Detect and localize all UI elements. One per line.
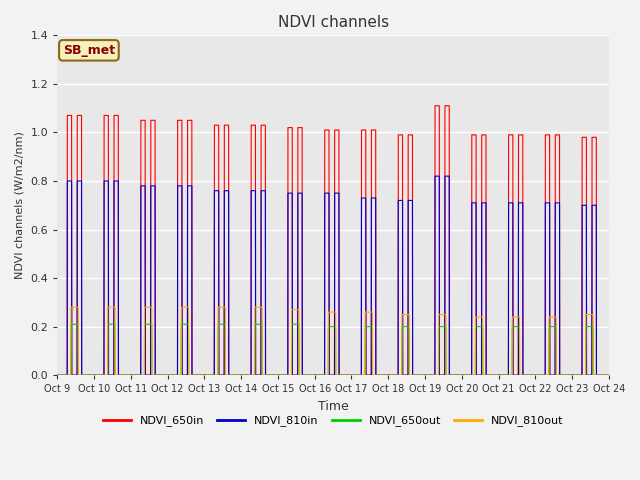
NDVI_810in — [431, 173, 439, 179]
Legend: NDVI_650in, NDVI_810in, NDVI_650out, NDVI_810out: NDVI_650in, NDVI_810in, NDVI_650out, NDV… — [99, 411, 568, 431]
NDVI_810out — [488, 372, 495, 378]
Text: SB_met: SB_met — [63, 44, 115, 57]
NDVI_650in — [166, 372, 173, 378]
NDVI_650out — [410, 372, 417, 378]
X-axis label: Time: Time — [317, 400, 348, 413]
NDVI_810in — [172, 372, 179, 378]
NDVI_650in — [603, 372, 611, 378]
NDVI_810in — [605, 372, 612, 378]
NDVI_650out — [605, 372, 612, 378]
NDVI_810in — [260, 188, 268, 193]
Line: NDVI_650out: NDVI_650out — [58, 324, 609, 375]
NDVI_650out — [603, 372, 611, 378]
NDVI_810out — [166, 372, 173, 378]
NDVI_650in — [172, 372, 179, 378]
Line: NDVI_650in: NDVI_650in — [58, 106, 609, 375]
NDVI_810in — [54, 372, 61, 378]
Y-axis label: NDVI channels (W/m2/nm): NDVI channels (W/m2/nm) — [15, 132, 25, 279]
NDVI_650in — [605, 372, 612, 378]
NDVI_650in — [54, 372, 61, 378]
NDVI_810out — [260, 372, 268, 378]
NDVI_810out — [603, 372, 611, 378]
NDVI_810out — [172, 372, 179, 378]
NDVI_810in — [166, 372, 173, 378]
Line: NDVI_810in: NDVI_810in — [58, 176, 609, 375]
NDVI_650in — [410, 372, 417, 378]
NDVI_810out — [410, 372, 417, 378]
NDVI_650out — [54, 372, 61, 378]
NDVI_650out — [67, 322, 75, 327]
NDVI_810out — [67, 304, 75, 310]
NDVI_810out — [605, 372, 612, 378]
NDVI_650out — [172, 372, 179, 378]
NDVI_650out — [166, 372, 173, 378]
Line: NDVI_810out: NDVI_810out — [58, 307, 609, 375]
NDVI_650out — [260, 372, 268, 378]
NDVI_810in — [488, 372, 495, 378]
Title: NDVI channels: NDVI channels — [278, 15, 388, 30]
NDVI_810in — [410, 372, 417, 378]
NDVI_650out — [488, 372, 495, 378]
NDVI_650in — [260, 122, 268, 128]
NDVI_650in — [431, 103, 439, 108]
NDVI_650in — [488, 372, 495, 378]
NDVI_810in — [603, 372, 611, 378]
NDVI_810out — [54, 372, 61, 378]
